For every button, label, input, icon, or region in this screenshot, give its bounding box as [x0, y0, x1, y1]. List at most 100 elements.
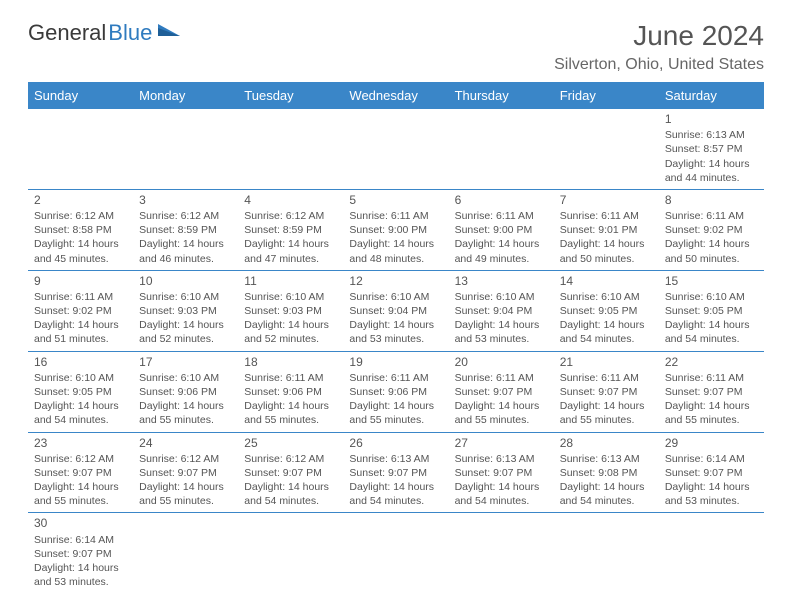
sunset-text: Sunset: 9:07 PM — [455, 466, 548, 480]
sunset-text: Sunset: 9:00 PM — [349, 223, 442, 237]
daylight-text: Daylight: 14 hours and 55 minutes. — [665, 399, 758, 427]
logo-text-general: General — [28, 20, 106, 46]
daylight-text: Daylight: 14 hours and 54 minutes. — [665, 318, 758, 346]
day-number: 17 — [139, 354, 232, 370]
calendar-cell: 8Sunrise: 6:11 AMSunset: 9:02 PMDaylight… — [659, 189, 764, 270]
sunrise-text: Sunrise: 6:10 AM — [139, 290, 232, 304]
calendar-cell: 22Sunrise: 6:11 AMSunset: 9:07 PMDayligh… — [659, 351, 764, 432]
daylight-text: Daylight: 14 hours and 54 minutes. — [560, 318, 653, 346]
calendar-cell: 24Sunrise: 6:12 AMSunset: 9:07 PMDayligh… — [133, 432, 238, 513]
sunset-text: Sunset: 9:07 PM — [244, 466, 337, 480]
header: GeneralBlue June 2024 Silverton, Ohio, U… — [28, 20, 764, 74]
day-number: 23 — [34, 435, 127, 451]
sunrise-text: Sunrise: 6:12 AM — [244, 452, 337, 466]
sunrise-text: Sunrise: 6:11 AM — [455, 371, 548, 385]
title-block: June 2024 Silverton, Ohio, United States — [554, 20, 764, 74]
sunset-text: Sunset: 9:07 PM — [455, 385, 548, 399]
day-number: 4 — [244, 192, 337, 208]
daylight-text: Daylight: 14 hours and 51 minutes. — [34, 318, 127, 346]
calendar-cell: 10Sunrise: 6:10 AMSunset: 9:03 PMDayligh… — [133, 270, 238, 351]
sunrise-text: Sunrise: 6:13 AM — [560, 452, 653, 466]
page-subtitle: Silverton, Ohio, United States — [554, 56, 764, 74]
sunrise-text: Sunrise: 6:12 AM — [244, 209, 337, 223]
sunset-text: Sunset: 8:59 PM — [244, 223, 337, 237]
calendar-cell: 17Sunrise: 6:10 AMSunset: 9:06 PMDayligh… — [133, 351, 238, 432]
sunset-text: Sunset: 9:03 PM — [244, 304, 337, 318]
weekday-header: Tuesday — [238, 82, 343, 109]
sunrise-text: Sunrise: 6:11 AM — [349, 371, 442, 385]
day-number: 6 — [455, 192, 548, 208]
daylight-text: Daylight: 14 hours and 44 minutes. — [665, 157, 758, 185]
sunset-text: Sunset: 9:04 PM — [349, 304, 442, 318]
daylight-text: Daylight: 14 hours and 53 minutes. — [665, 480, 758, 508]
calendar-cell — [238, 109, 343, 189]
calendar-cell — [343, 513, 448, 593]
sunrise-text: Sunrise: 6:13 AM — [349, 452, 442, 466]
day-number: 27 — [455, 435, 548, 451]
daylight-text: Daylight: 14 hours and 54 minutes. — [560, 480, 653, 508]
sunset-text: Sunset: 9:06 PM — [244, 385, 337, 399]
day-number: 8 — [665, 192, 758, 208]
calendar-cell — [449, 109, 554, 189]
sunrise-text: Sunrise: 6:11 AM — [349, 209, 442, 223]
sunrise-text: Sunrise: 6:12 AM — [139, 209, 232, 223]
calendar-cell: 4Sunrise: 6:12 AMSunset: 8:59 PMDaylight… — [238, 189, 343, 270]
calendar-cell: 16Sunrise: 6:10 AMSunset: 9:05 PMDayligh… — [28, 351, 133, 432]
sunset-text: Sunset: 9:07 PM — [665, 466, 758, 480]
calendar-cell: 3Sunrise: 6:12 AMSunset: 8:59 PMDaylight… — [133, 189, 238, 270]
calendar-cell: 25Sunrise: 6:12 AMSunset: 9:07 PMDayligh… — [238, 432, 343, 513]
logo-flag-icon — [158, 18, 184, 44]
page-title: June 2024 — [554, 20, 764, 52]
sunset-text: Sunset: 9:07 PM — [560, 385, 653, 399]
day-number: 22 — [665, 354, 758, 370]
sunset-text: Sunset: 9:03 PM — [139, 304, 232, 318]
day-number: 18 — [244, 354, 337, 370]
day-number: 26 — [349, 435, 442, 451]
sunset-text: Sunset: 9:05 PM — [560, 304, 653, 318]
day-number: 25 — [244, 435, 337, 451]
daylight-text: Daylight: 14 hours and 53 minutes. — [349, 318, 442, 346]
day-number: 19 — [349, 354, 442, 370]
daylight-text: Daylight: 14 hours and 52 minutes. — [244, 318, 337, 346]
sunset-text: Sunset: 9:02 PM — [665, 223, 758, 237]
calendar-cell: 7Sunrise: 6:11 AMSunset: 9:01 PMDaylight… — [554, 189, 659, 270]
calendar-cell: 12Sunrise: 6:10 AMSunset: 9:04 PMDayligh… — [343, 270, 448, 351]
daylight-text: Daylight: 14 hours and 53 minutes. — [455, 318, 548, 346]
sunrise-text: Sunrise: 6:14 AM — [34, 533, 127, 547]
calendar-table: SundayMondayTuesdayWednesdayThursdayFrid… — [28, 82, 764, 593]
day-number: 2 — [34, 192, 127, 208]
calendar-cell: 21Sunrise: 6:11 AMSunset: 9:07 PMDayligh… — [554, 351, 659, 432]
daylight-text: Daylight: 14 hours and 54 minutes. — [455, 480, 548, 508]
sunrise-text: Sunrise: 6:13 AM — [665, 128, 758, 142]
daylight-text: Daylight: 14 hours and 55 minutes. — [34, 480, 127, 508]
sunset-text: Sunset: 9:07 PM — [139, 466, 232, 480]
daylight-text: Daylight: 14 hours and 45 minutes. — [34, 237, 127, 265]
sunset-text: Sunset: 9:01 PM — [560, 223, 653, 237]
calendar-cell — [343, 109, 448, 189]
daylight-text: Daylight: 14 hours and 48 minutes. — [349, 237, 442, 265]
day-number: 10 — [139, 273, 232, 289]
sunrise-text: Sunrise: 6:12 AM — [34, 452, 127, 466]
calendar-cell — [133, 513, 238, 593]
sunrise-text: Sunrise: 6:14 AM — [665, 452, 758, 466]
calendar-cell: 26Sunrise: 6:13 AMSunset: 9:07 PMDayligh… — [343, 432, 448, 513]
daylight-text: Daylight: 14 hours and 49 minutes. — [455, 237, 548, 265]
calendar-cell: 11Sunrise: 6:10 AMSunset: 9:03 PMDayligh… — [238, 270, 343, 351]
sunset-text: Sunset: 9:07 PM — [665, 385, 758, 399]
calendar-cell: 23Sunrise: 6:12 AMSunset: 9:07 PMDayligh… — [28, 432, 133, 513]
sunrise-text: Sunrise: 6:11 AM — [665, 371, 758, 385]
sunrise-text: Sunrise: 6:11 AM — [244, 371, 337, 385]
sunrise-text: Sunrise: 6:10 AM — [139, 371, 232, 385]
daylight-text: Daylight: 14 hours and 55 minutes. — [244, 399, 337, 427]
sunset-text: Sunset: 9:04 PM — [455, 304, 548, 318]
sunset-text: Sunset: 9:00 PM — [455, 223, 548, 237]
calendar-cell — [659, 513, 764, 593]
daylight-text: Daylight: 14 hours and 52 minutes. — [139, 318, 232, 346]
day-number: 21 — [560, 354, 653, 370]
day-number: 29 — [665, 435, 758, 451]
sunrise-text: Sunrise: 6:12 AM — [34, 209, 127, 223]
daylight-text: Daylight: 14 hours and 54 minutes. — [244, 480, 337, 508]
calendar-cell — [133, 109, 238, 189]
sunrise-text: Sunrise: 6:10 AM — [34, 371, 127, 385]
sunset-text: Sunset: 8:57 PM — [665, 142, 758, 156]
